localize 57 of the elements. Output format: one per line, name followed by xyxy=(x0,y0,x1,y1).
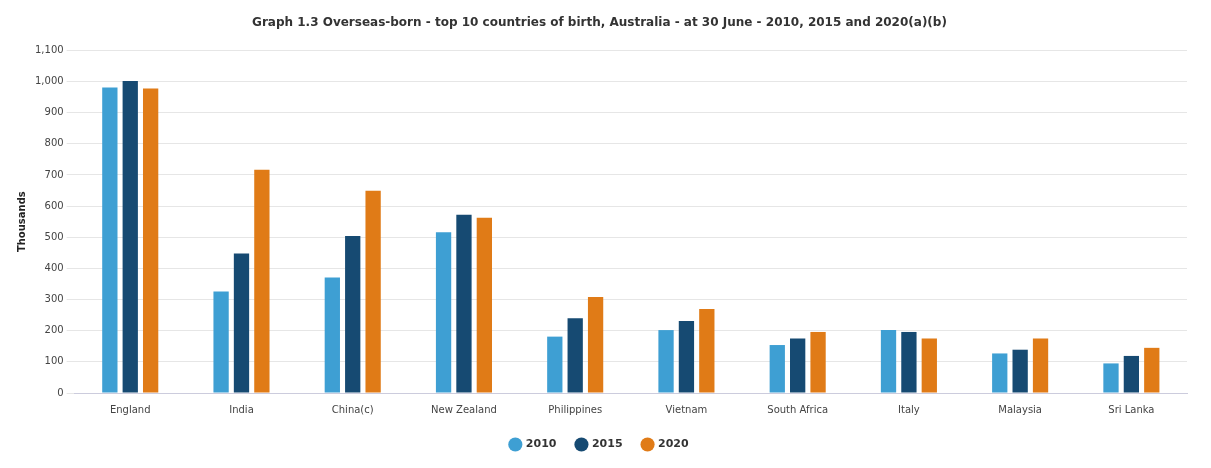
bar xyxy=(1032,338,1049,393)
bar xyxy=(233,253,250,393)
x-tick-label: India xyxy=(229,403,254,415)
y-tick-label: 1,100 xyxy=(34,43,64,55)
bar xyxy=(901,331,917,393)
bar xyxy=(921,338,937,393)
bar xyxy=(992,353,1008,393)
legend-label: 2015 xyxy=(591,437,623,451)
bar xyxy=(435,232,452,393)
legend-label: 2010 xyxy=(525,437,557,451)
y-tick-label: 600 xyxy=(44,199,64,211)
x-tick-label: New Zealand xyxy=(431,403,497,415)
bar xyxy=(142,88,159,393)
bar xyxy=(790,338,806,393)
bar xyxy=(880,330,897,393)
y-axis-title: Thousands xyxy=(15,191,27,253)
bar xyxy=(1103,363,1119,393)
bar xyxy=(122,80,138,393)
bar xyxy=(1012,349,1028,393)
y-tick-label: 900 xyxy=(44,106,64,118)
y-tick-label: 200 xyxy=(44,324,64,336)
bar xyxy=(213,291,229,393)
y-tick-label: 300 xyxy=(44,293,64,305)
bar xyxy=(254,169,270,393)
bar xyxy=(810,331,826,393)
bar xyxy=(102,87,118,393)
y-tick-label: 700 xyxy=(44,168,64,180)
legend-label: 2020 xyxy=(658,437,690,451)
y-tick-label: 800 xyxy=(44,137,64,149)
x-tick-label: South Africa xyxy=(767,403,829,415)
bar xyxy=(547,336,563,393)
x-tick-label: China(c) xyxy=(331,403,374,415)
x-tick-label: England xyxy=(109,403,151,415)
chart-title: Graph 1.3 Overseas-born - top 10 countries of birth, Australia - at 30 June - 2010, 2015 and 2020(a)(b) xyxy=(252,15,947,30)
y-tick-label: 100 xyxy=(44,355,64,367)
bar xyxy=(678,321,695,393)
bar xyxy=(769,345,785,393)
bar xyxy=(324,277,340,393)
bar xyxy=(567,318,583,393)
bar xyxy=(345,236,361,393)
bar xyxy=(587,297,604,393)
y-tick-label: 400 xyxy=(44,262,64,274)
x-tick-label: Philippines xyxy=(548,403,603,415)
bar xyxy=(456,214,472,393)
bar xyxy=(476,217,492,393)
x-tick-label: Malaysia xyxy=(998,403,1042,415)
y-tick-label: 1,000 xyxy=(34,75,64,87)
bar xyxy=(1123,355,1140,393)
x-tick-label: Sri Lanka xyxy=(1108,403,1155,415)
bar xyxy=(365,190,381,393)
bar xyxy=(699,308,715,393)
bar xyxy=(1144,347,1160,393)
x-tick-label: Italy xyxy=(898,403,920,415)
y-tick-label: 500 xyxy=(44,230,64,242)
bar xyxy=(658,330,674,393)
y-tick-label: 0 xyxy=(57,386,64,398)
x-tick-label: Vietnam xyxy=(665,403,708,415)
